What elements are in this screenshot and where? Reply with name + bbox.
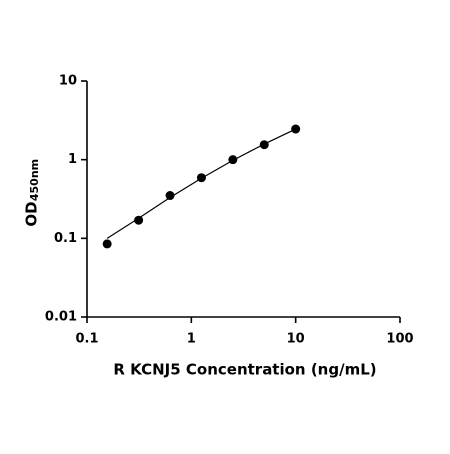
data-point (228, 155, 238, 165)
y-tick-label: 0.1 (54, 231, 77, 246)
data-point (259, 140, 269, 150)
x-tick-label: 100 (386, 332, 413, 347)
y-tick-label: 0.01 (45, 310, 77, 325)
x-tick-label: 10 (287, 332, 305, 347)
x-tick-label: 1 (187, 332, 196, 347)
data-point (102, 239, 112, 249)
data-point (291, 124, 301, 134)
data-point (134, 215, 144, 225)
y-axis-label: OD 450nm (23, 159, 42, 227)
y-tick-label: 10 (59, 74, 77, 89)
data-point (165, 191, 175, 201)
y-axis-label-main: OD (23, 201, 41, 226)
x-axis-label: R KCNJ5 Concentration (ng/mL) (113, 361, 376, 379)
y-axis-label-subscript: 450nm (28, 159, 41, 201)
x-tick-label: 0.1 (75, 332, 98, 347)
y-tick-label: 1 (68, 152, 77, 167)
data-point (196, 173, 206, 183)
